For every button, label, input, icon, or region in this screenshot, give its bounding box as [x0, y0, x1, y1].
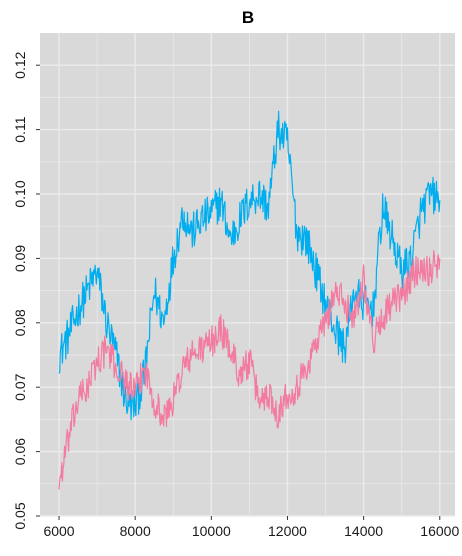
y-tick-label: 0.07 — [12, 373, 28, 400]
x-tick-label: 10000 — [192, 523, 231, 539]
x-tick-label: 14000 — [344, 523, 383, 539]
x-tick-label: 6000 — [43, 523, 74, 539]
x-tick-label: 8000 — [120, 523, 151, 539]
x-tick-label: 16000 — [420, 523, 459, 539]
axes: 6000 8000 10000 12000 14000 16000 0.05 0.06 0.07… — [12, 51, 459, 539]
y-tick-label: 0.12 — [12, 51, 28, 78]
y-tick-label: 0.06 — [12, 438, 28, 465]
y-tick-label: 0.10 — [12, 180, 28, 207]
chart-title: B — [242, 8, 254, 27]
gridlines — [40, 33, 455, 517]
series-lines — [58, 110, 441, 490]
y-tick-label: 0.08 — [12, 309, 28, 336]
plot-background — [40, 33, 455, 516]
y-tick-label: 0.09 — [12, 245, 28, 272]
series-line-2 — [58, 250, 441, 490]
y-tick-label: 0.11 — [12, 116, 28, 142]
x-tick-label: 12000 — [268, 523, 307, 539]
plot-panel — [40, 33, 455, 516]
series-line-1 — [58, 110, 441, 421]
y-tick-label: 0.05 — [12, 502, 28, 529]
